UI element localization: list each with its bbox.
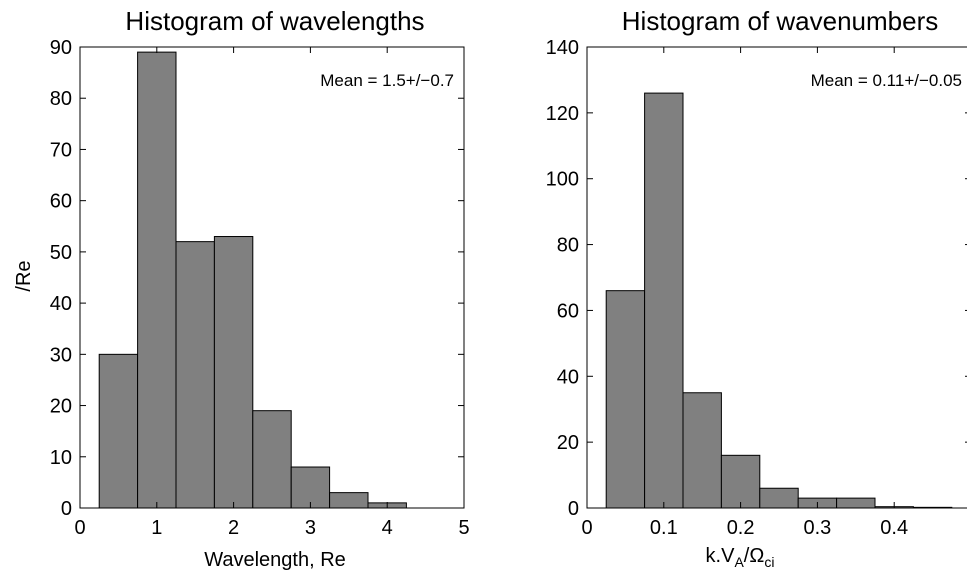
wavelength-xtick-label-3: 3 <box>305 517 316 539</box>
wavelength-histogram-panel: Histogram of wavelengths 0 1 2 3 4 5010203040… <box>13 6 470 571</box>
wavenumber-ytick-label-0: 0 <box>568 498 579 520</box>
wavelength-ytick-label-7: 70 <box>50 139 72 161</box>
wavenumber-ytick-label-6: 120 <box>546 103 579 125</box>
wavelength-x-axis-label: Wavelength, Re <box>204 549 346 571</box>
wavenumber-ytick-label-3: 60 <box>557 300 579 322</box>
xlabel-sub-a: A <box>734 554 744 570</box>
wavelength-ytick-label-1: 10 <box>50 447 72 469</box>
wavenumber-histogram-panel: Histogram of wavenumbers 0 0.1 0.2 0.3 0.4 0 2… <box>546 6 967 570</box>
wavelength-ytick-label-9: 90 <box>50 37 72 59</box>
wavenumber-bar-3 <box>720 454 761 509</box>
wavelength-ytick-label-0: 0 <box>61 498 72 520</box>
wavelength-xtick-label-1: 1 <box>151 517 162 539</box>
xlabel-base: k.V <box>706 545 736 567</box>
wavelength-bars <box>98 51 407 509</box>
xlabel-mid: /Ω <box>744 545 765 567</box>
wavelength-ytick-label-8: 80 <box>50 88 72 110</box>
wavelength-ytick-label-5: 50 <box>50 242 72 264</box>
wavelength-y-axis-label: /Re <box>13 260 35 291</box>
xlabel-sub-ci: ci <box>764 554 774 570</box>
wavelength-ytick-label-4: 40 <box>50 293 72 315</box>
wavelength-mean-annotation: Mean = 1.5+/−0.7 <box>320 71 454 90</box>
wavenumber-x-axis-label: k.VA/Ωci <box>706 545 775 570</box>
wavenumber-ytick-label-5: 100 <box>546 169 579 191</box>
wavenumber-bar-6 <box>836 497 876 509</box>
wavelength-ytick-label-3: 30 <box>50 344 72 366</box>
wavenumber-xtick-label-4: 0.4 <box>880 517 908 539</box>
wavenumber-bar-2 <box>682 392 722 509</box>
wavenumber-xtick-label-2: 0.2 <box>727 517 755 539</box>
wavelength-bar-5 <box>290 466 331 509</box>
wavenumber-xtick-label-0: 0 <box>581 517 592 539</box>
wavelength-xtick-label-0: 0 <box>74 517 85 539</box>
wavenumber-ytick-label-2: 40 <box>557 366 579 388</box>
wavenumber-chart-title: Histogram of wavenumbers <box>622 6 938 36</box>
wavelength-bar-4 <box>252 410 292 509</box>
wavenumber-ytick-label-1: 20 <box>557 432 579 454</box>
wavelength-bar-1 <box>137 51 177 509</box>
wavelength-chart-title: Histogram of wavelengths <box>125 6 424 36</box>
wavenumber-bar-0 <box>605 290 646 509</box>
wavenumber-axes-box <box>586 46 967 509</box>
wavelength-xtick-label-2: 2 <box>228 517 239 539</box>
wavenumber-ytick-label-4: 80 <box>557 235 579 257</box>
wavelength-ytick-label-2: 20 <box>50 396 72 418</box>
wavelength-bar-2 <box>175 241 215 509</box>
wavenumber-mean-annotation: Mean = 0.11+/−0.05 <box>811 71 962 90</box>
wavenumber-ticks: 0 0.1 0.2 0.3 0.4 0 20 40 60 80 100 120 140 <box>546 37 967 539</box>
wavelength-bar-6 <box>329 492 369 509</box>
wavelength-bar-3 <box>213 236 254 509</box>
wavenumber-bar-1 <box>644 92 684 509</box>
wavelength-xtick-label-4: 4 <box>382 517 393 539</box>
wavelength-ytick-label-6: 60 <box>50 191 72 213</box>
wavenumber-xtick-label-1: 0.1 <box>650 517 678 539</box>
wavenumber-ytick-label-7: 140 <box>546 37 579 59</box>
wavelength-axes-box <box>79 46 465 509</box>
wavelength-bar-0 <box>98 353 139 509</box>
wavelength-xtick-label-5: 5 <box>458 517 469 539</box>
wavenumber-bar-4 <box>759 487 799 509</box>
wavenumber-xtick-label-3: 0.3 <box>803 517 831 539</box>
wavenumber-bars <box>605 92 953 509</box>
